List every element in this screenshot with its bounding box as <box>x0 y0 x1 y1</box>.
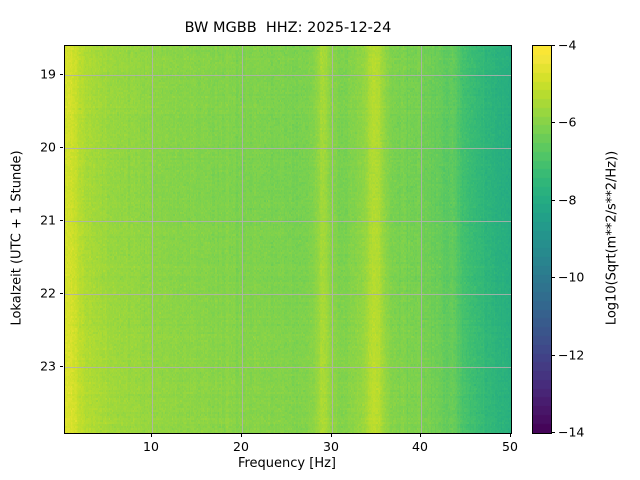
x-tick-label: 30 <box>323 439 339 454</box>
x-tick-mark <box>241 433 242 437</box>
colorbar-tick-mark <box>551 277 555 278</box>
y-tick-mark <box>59 293 63 294</box>
x-tick-label: 20 <box>233 439 249 454</box>
gridline-vertical <box>511 46 512 433</box>
colorbar-tick-label: −14 <box>558 424 585 440</box>
y-tick-mark <box>59 147 63 148</box>
y-tick-mark <box>59 220 63 221</box>
y-tick-label: 20 <box>40 139 56 155</box>
x-tick-label: 10 <box>143 439 159 454</box>
x-tick-label: 50 <box>502 439 518 454</box>
y-tick-label: 22 <box>40 285 56 301</box>
colorbar-tick-mark <box>551 122 555 123</box>
colorbar-tick-label: −4 <box>558 37 577 53</box>
colorbar-tick-label: −10 <box>558 269 585 285</box>
y-tick-label: 19 <box>40 66 56 82</box>
spectrogram-plot-area <box>64 45 512 434</box>
x-tick-label: 40 <box>412 439 428 454</box>
colorbar-label: Log10(Sqrt(m**2/s**2/Hz)) <box>604 150 620 326</box>
page-title: BW MGBB HHZ: 2025-12-24 <box>184 20 392 36</box>
colorbar-tick-mark <box>551 45 555 46</box>
colorbar-tick-mark <box>551 355 555 356</box>
colorbar-tick-label: −12 <box>558 347 585 363</box>
colorbar <box>532 45 552 434</box>
y-tick-mark <box>59 366 63 367</box>
colorbar-tick-mark <box>551 432 555 433</box>
x-tick-mark <box>510 433 511 437</box>
x-tick-mark <box>420 433 421 437</box>
colorbar-tick-label: −6 <box>558 114 577 130</box>
y-tick-label: 21 <box>40 212 56 228</box>
x-axis-label: Frequency [Hz] <box>237 456 337 471</box>
colorbar-tick-mark <box>551 200 555 201</box>
colorbar-gradient <box>533 46 551 433</box>
colorbar-tick-label: −8 <box>558 192 577 208</box>
y-axis-label: Lokalzeit (UTC + 1 Stunde) <box>9 150 25 326</box>
spectrogram-image <box>65 46 511 433</box>
x-tick-mark <box>151 433 152 437</box>
x-tick-mark <box>331 433 332 437</box>
y-tick-label: 23 <box>40 358 56 374</box>
y-tick-mark <box>59 74 63 75</box>
